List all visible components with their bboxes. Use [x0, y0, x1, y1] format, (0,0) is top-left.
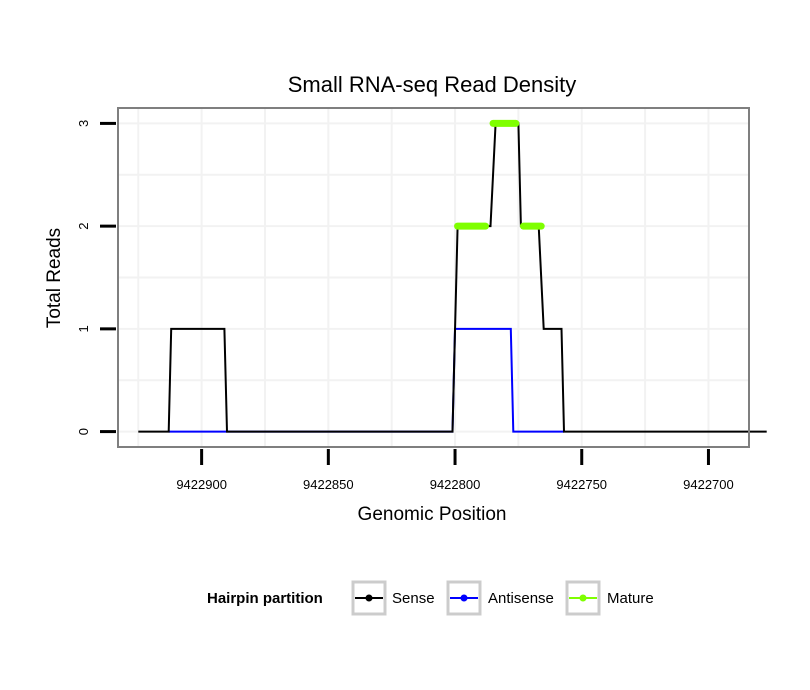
legend-dot-sense — [365, 594, 373, 602]
y-tick-label: 3 — [76, 120, 91, 127]
y-axis-label: Total Reads — [44, 228, 65, 328]
x-axis-label: Genomic Position — [358, 504, 507, 525]
chart-title: Small RNA-seq Read Density — [288, 72, 577, 97]
legend-item-sense: Sense — [351, 580, 435, 616]
legend-label-mature: Mature — [607, 590, 654, 607]
x-axis: 9422900 9422850 9422800 9422750 9422700 — [176, 449, 734, 492]
x-tick-label: 9422800 — [430, 477, 481, 492]
y-tick-label: 0 — [76, 428, 91, 435]
legend-item-mature: Mature — [565, 580, 654, 616]
x-tick-label: 9422900 — [176, 477, 227, 492]
x-tick-label: 9422750 — [556, 477, 607, 492]
legend-label-sense: Sense — [392, 590, 435, 607]
x-tick-label: 9422700 — [683, 477, 734, 492]
y-axis: 0 1 2 3 — [76, 120, 116, 435]
legend: Hairpin partition Sense Antisense Mature — [207, 580, 654, 616]
legend-item-antisense: Antisense — [446, 580, 554, 616]
legend-title: Hairpin partition — [207, 590, 323, 607]
legend-label-antisense: Antisense — [488, 590, 554, 607]
y-tick-label: 1 — [76, 325, 91, 332]
y-tick-label: 2 — [76, 222, 91, 229]
legend-dot-antisense — [460, 594, 468, 602]
series-line-sense — [138, 122, 767, 433]
x-tick-label: 9422850 — [303, 477, 354, 492]
plot-border — [117, 107, 750, 448]
series-layer — [138, 119, 767, 433]
legend-dot-mature — [579, 594, 587, 602]
